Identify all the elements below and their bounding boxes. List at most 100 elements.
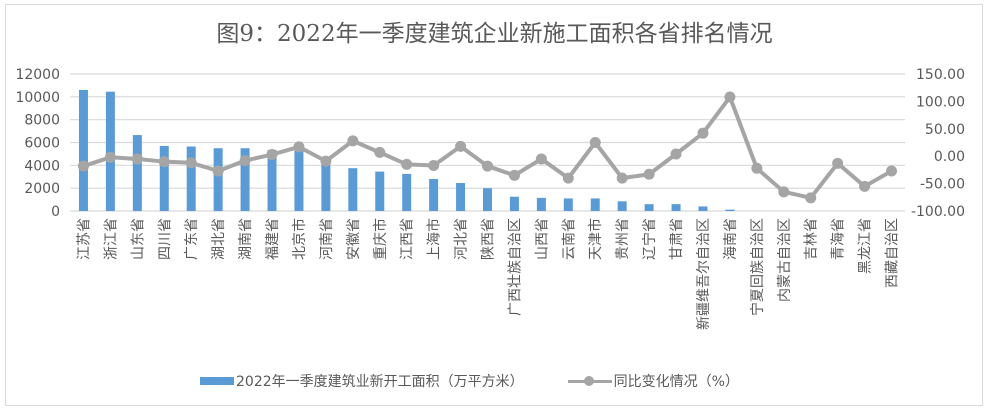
legend-item-line: 同比变化情况（%） — [567, 371, 739, 391]
x-axis-label: 山西省 — [534, 218, 550, 260]
bar — [698, 206, 708, 211]
line-marker — [428, 160, 440, 172]
right-axis-tick: 150.00 — [916, 67, 965, 83]
bar — [78, 89, 88, 211]
line-marker — [77, 160, 89, 172]
bar — [159, 145, 169, 211]
legend-label-bar: 2022年一季度建筑业新开工面积（万平方米） — [236, 374, 524, 390]
left-axis-tick: 6000 — [24, 136, 60, 152]
x-axis-label: 湖北省 — [211, 218, 227, 260]
line-marker — [832, 157, 844, 169]
line-marker — [805, 192, 817, 204]
line-marker — [508, 169, 520, 181]
legend-item-bar: 2022年一季度建筑业新开工面积（万平方米） — [200, 371, 524, 391]
line-marker — [293, 141, 305, 153]
x-axis-label: 陕西省 — [481, 218, 497, 260]
left-axis-tick: 0 — [51, 204, 60, 220]
bar — [671, 204, 681, 211]
chart-legend: 2022年一季度建筑业新开工面积（万平方米） 同比变化情况（%） — [200, 370, 783, 392]
bar — [590, 198, 600, 211]
line-marker — [374, 146, 386, 158]
x-axis-label: 河北省 — [454, 218, 470, 260]
x-axis-label: 安徽省 — [346, 218, 362, 260]
line-marker — [616, 172, 628, 184]
line-marker — [670, 148, 682, 160]
line-marker — [535, 153, 547, 165]
line-marker — [320, 155, 332, 167]
line-marker — [347, 135, 359, 147]
x-axis-label: 福建省 — [265, 218, 281, 260]
x-axis-label: 云南省 — [561, 218, 577, 260]
line-marker — [697, 127, 709, 139]
x-axis-label: 山东省 — [130, 218, 146, 260]
bar — [456, 183, 466, 211]
bar — [536, 197, 546, 211]
x-axis-label: 辽宁省 — [641, 218, 658, 260]
x-axis-label: 北京市 — [291, 218, 308, 260]
bar — [483, 188, 492, 211]
bar — [617, 201, 627, 211]
x-axis-label: 天津市 — [587, 218, 604, 260]
line-marker — [778, 186, 790, 198]
left-axis-tick: 12000 — [15, 67, 60, 83]
left-axis-tick: 2000 — [24, 181, 60, 197]
x-axis-label: 河南省 — [319, 218, 335, 260]
line-marker — [589, 137, 601, 148]
bar — [644, 204, 654, 211]
x-axis-label: 海南省 — [723, 218, 739, 260]
x-axis-label: 黑龙江省 — [858, 218, 874, 274]
bar — [267, 149, 277, 211]
bar — [240, 148, 250, 211]
x-axis-label: 西藏自治区 — [885, 218, 901, 288]
x-axis-label: 青海省 — [831, 218, 847, 260]
line-marker — [482, 160, 493, 172]
x-axis-label: 上海市 — [426, 218, 443, 260]
bar — [563, 198, 573, 211]
x-axis-label: 新疆维吾尔自治区 — [696, 218, 712, 330]
line-marker — [401, 158, 413, 170]
bar — [725, 209, 735, 211]
line-marker — [643, 168, 655, 180]
line-marker — [455, 140, 467, 152]
chart-title: 图9：2022年一季度建筑企业新施工面积各省排名情况 — [216, 21, 773, 47]
right-axis-tick: -100.00 — [911, 204, 965, 220]
x-axis-label: 内蒙古自治区 — [777, 218, 793, 302]
bar — [429, 179, 439, 211]
x-axis-label: 重庆市 — [372, 218, 389, 260]
line-marker — [886, 165, 898, 177]
right-axis-tick: 50.00 — [925, 122, 965, 138]
bar — [509, 196, 519, 211]
left-axis-tick: 4000 — [24, 158, 60, 174]
left-axis-tick: 8000 — [24, 113, 60, 129]
x-axis-label: 江西省 — [400, 218, 416, 260]
legend-label-line: 同比变化情况（%） — [613, 374, 739, 390]
line-marker — [751, 162, 763, 174]
x-axis-label: 贵州省 — [615, 218, 631, 260]
bar — [321, 160, 331, 211]
x-axis-label: 广东省 — [184, 218, 200, 260]
bar — [375, 171, 385, 211]
x-axis-label: 浙江省 — [103, 218, 119, 260]
line-series — [82, 95, 893, 200]
bar — [348, 168, 358, 211]
bar — [105, 91, 115, 211]
line-marker — [239, 155, 251, 167]
x-axis-label: 江苏省 — [76, 218, 92, 260]
x-axis-label: 吉林省 — [804, 218, 820, 260]
bar — [213, 148, 223, 211]
right-axis-tick: 0.00 — [934, 149, 965, 165]
line-marker — [859, 180, 871, 192]
line-marker — [185, 157, 197, 169]
line-marker — [104, 151, 116, 163]
line-marker — [212, 165, 224, 177]
x-axis-label: 宁夏回族自治区 — [749, 218, 766, 316]
left-axis-tick: 10000 — [15, 90, 60, 106]
line-marker — [266, 149, 278, 161]
line-marker — [724, 91, 736, 103]
x-axis-label: 广西壮族自治区 — [507, 218, 523, 316]
right-axis-tick: -50.00 — [920, 177, 965, 193]
right-axis-tick: 100.00 — [916, 94, 965, 110]
x-axis-label: 四川省 — [157, 218, 173, 260]
line-marker — [562, 172, 574, 184]
